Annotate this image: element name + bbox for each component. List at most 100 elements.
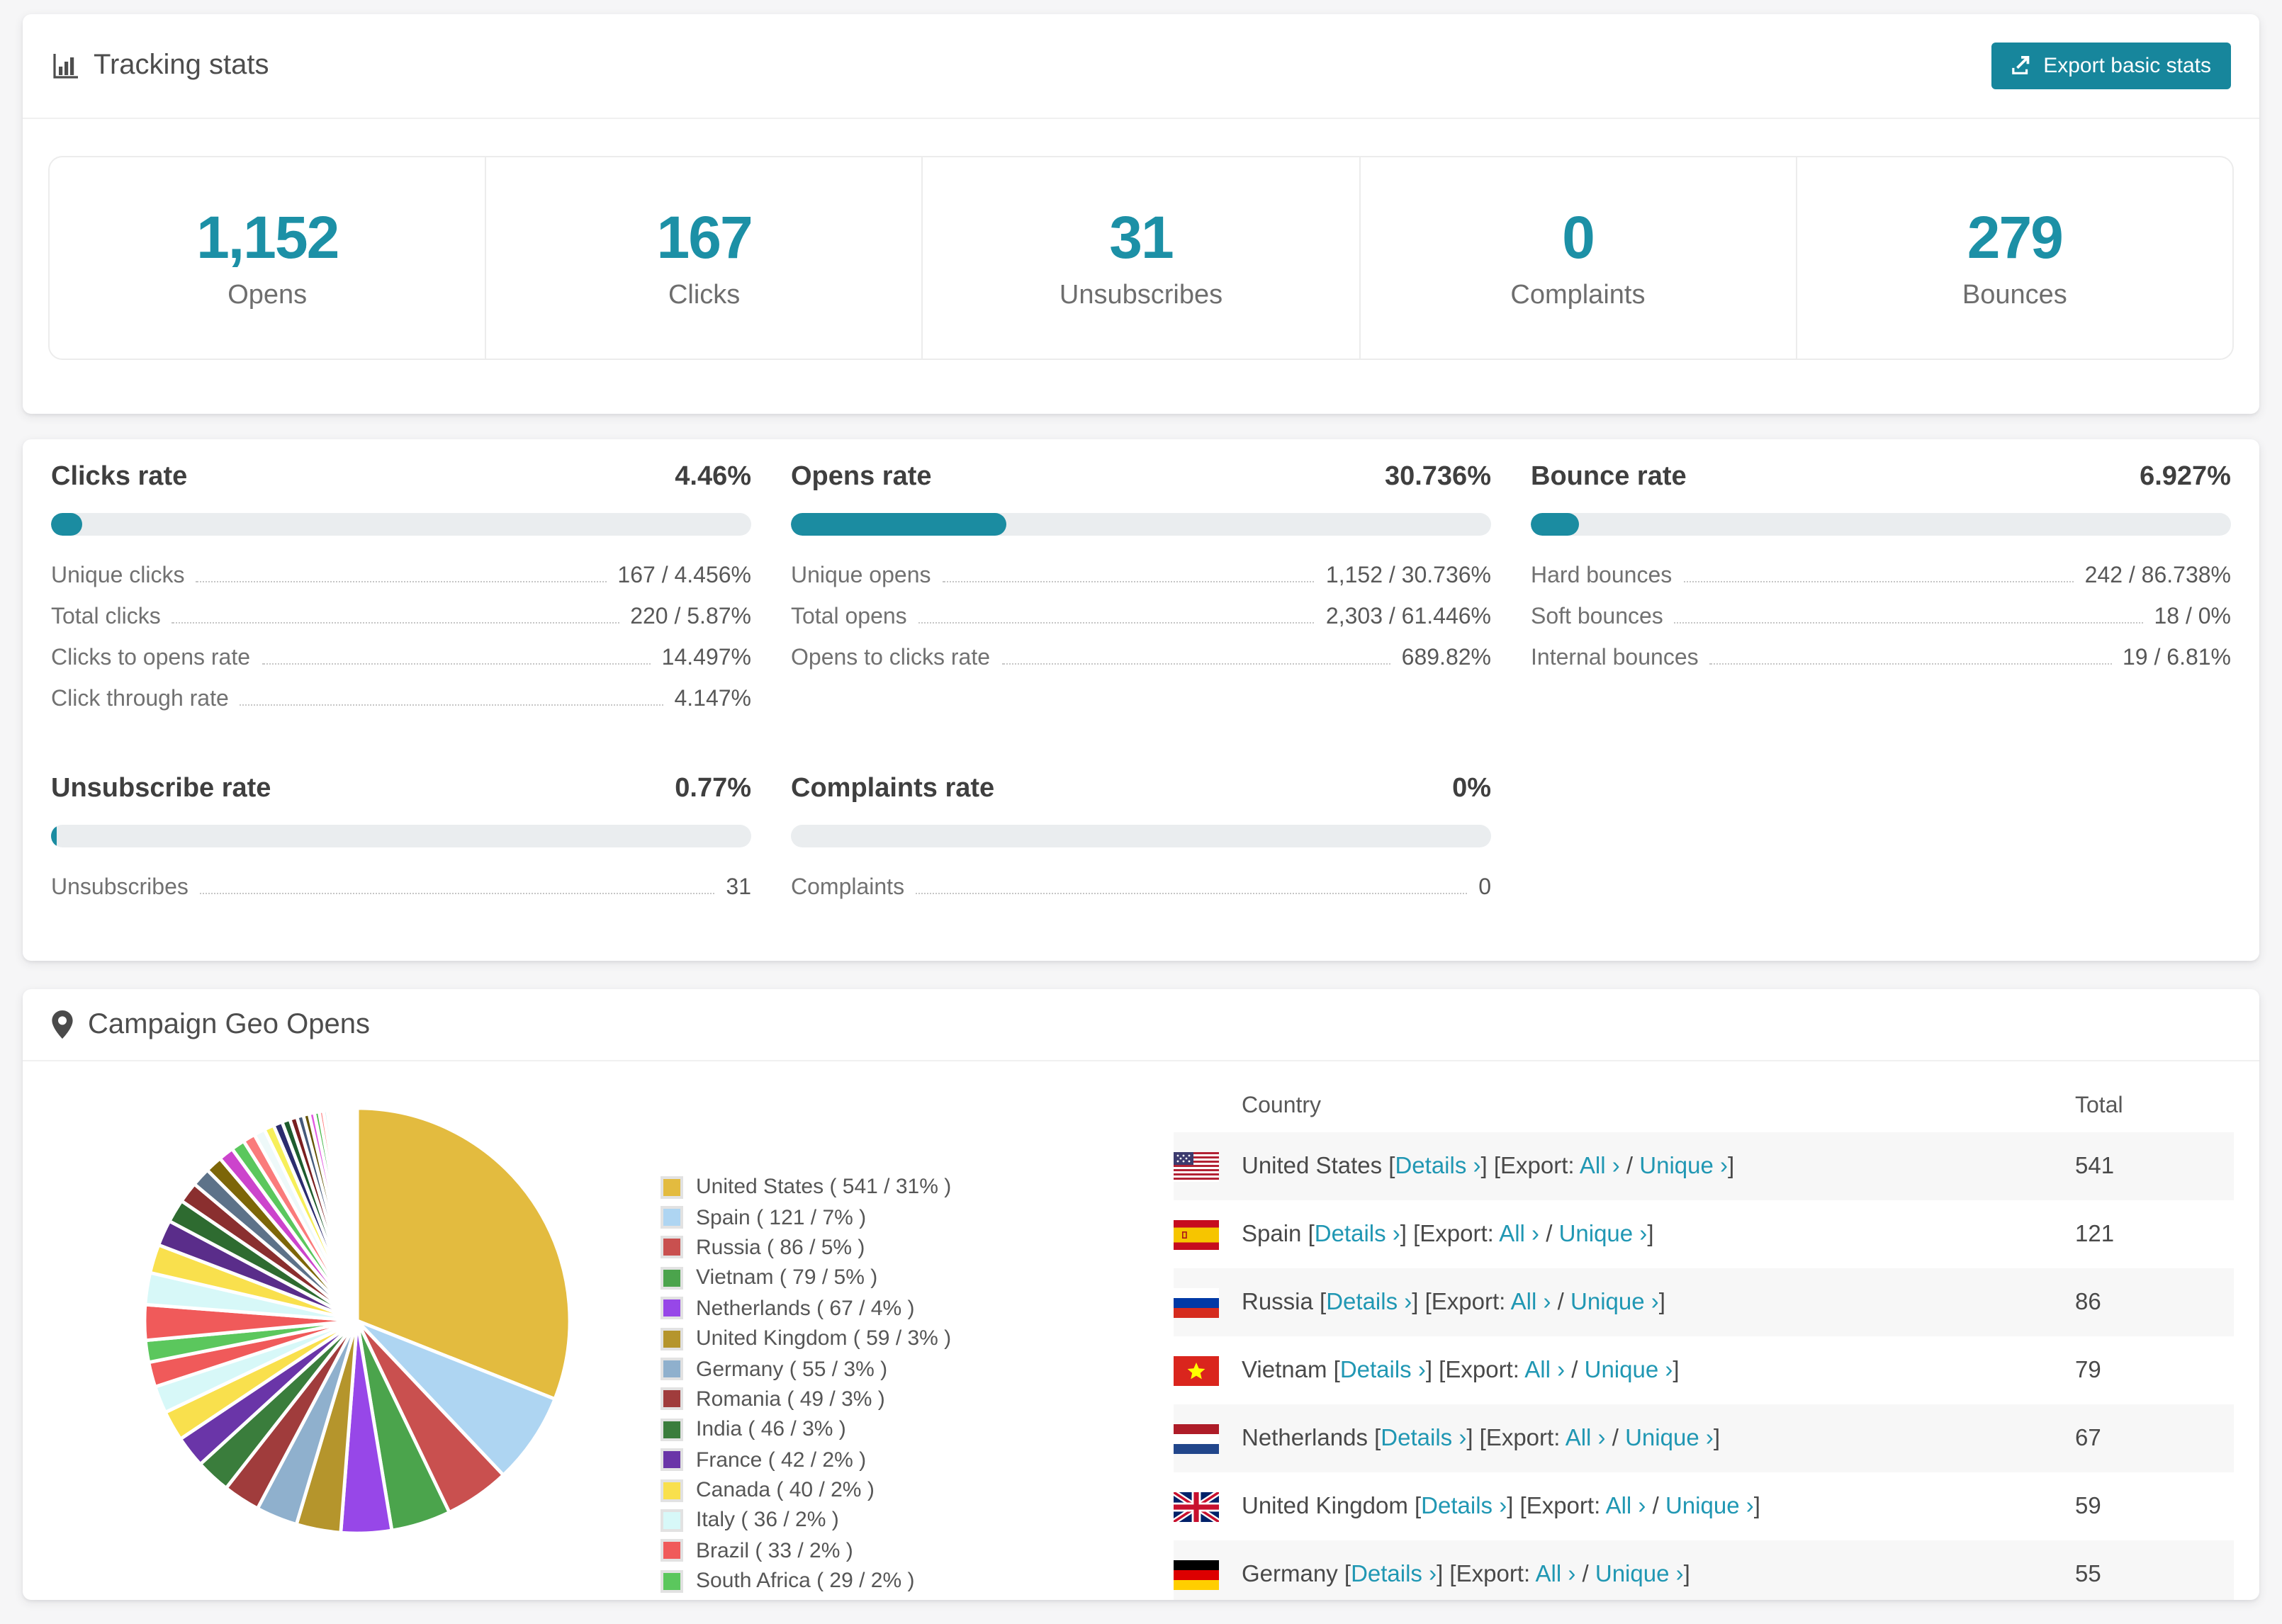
stat-cell-opens: 1,152 Opens bbox=[50, 157, 485, 359]
rate-head: Complaints rate 0% bbox=[791, 774, 1491, 805]
export-all-link[interactable]: All › bbox=[1535, 1561, 1576, 1586]
geo-row-total: 541 bbox=[2075, 1153, 2115, 1178]
geo-opens-pie-chart bbox=[142, 1106, 572, 1535]
rate-progress-track bbox=[51, 513, 751, 536]
rate-row-value: 18 / 0% bbox=[2154, 605, 2231, 629]
rate-row: Soft bounces 18 / 0% bbox=[1531, 605, 2231, 646]
export-unique-link[interactable]: Unique › bbox=[1558, 1221, 1648, 1246]
dotted-leader bbox=[942, 581, 1315, 582]
dotted-leader bbox=[240, 704, 663, 706]
export-unique-link[interactable]: Unique › bbox=[1584, 1357, 1673, 1382]
legend-label: South Africa ( 29 / 2% ) bbox=[696, 1569, 915, 1594]
legend-swatch bbox=[661, 1509, 683, 1532]
rate-row: Total opens 2,303 / 61.446% bbox=[791, 605, 1491, 646]
geo-table-header: Country Total bbox=[1174, 1081, 2234, 1132]
details-link[interactable]: Details › bbox=[1326, 1289, 1412, 1314]
stat-value: 0 bbox=[1562, 204, 1595, 271]
rate-title: Clicks rate bbox=[51, 462, 188, 492]
rate-progress-track bbox=[791, 825, 1491, 847]
export-unique-link[interactable]: Unique › bbox=[1639, 1153, 1729, 1178]
legend-label: United States ( 541 / 31% ) bbox=[696, 1175, 952, 1200]
stat-label: Complaints bbox=[1510, 281, 1646, 310]
pie-slice bbox=[355, 1106, 572, 1402]
export-unique-link[interactable]: Unique › bbox=[1570, 1289, 1659, 1314]
rate-row: Complaints 0 bbox=[791, 876, 1491, 917]
export-all-link[interactable]: All › bbox=[1499, 1221, 1540, 1246]
details-link[interactable]: Details › bbox=[1381, 1425, 1467, 1450]
legend-item-france: France ( 42 / 2% ) bbox=[661, 1445, 951, 1475]
stat-cell-clicks: 167 Clicks bbox=[485, 157, 921, 359]
geo-row-country: United States [Details ›] [Export: All ›… bbox=[1242, 1153, 1735, 1178]
details-link[interactable]: Details › bbox=[1351, 1561, 1437, 1586]
rate-row-label: Total opens bbox=[791, 605, 907, 629]
export-all-link[interactable]: All › bbox=[1510, 1289, 1551, 1314]
legend-label: Vietnam ( 79 / 5% ) bbox=[696, 1265, 878, 1290]
legend-item-russia: Russia ( 86 / 5% ) bbox=[661, 1233, 951, 1263]
rate-row: Click through rate 4.147% bbox=[51, 687, 751, 728]
rate-progress-fill bbox=[51, 825, 57, 847]
rate-progress-track bbox=[1531, 513, 2231, 536]
export-unique-link[interactable]: Unique › bbox=[1595, 1561, 1684, 1586]
legend-item-canada: Canada ( 40 / 2% ) bbox=[661, 1475, 951, 1506]
flag-icon-nl bbox=[1174, 1423, 1219, 1453]
dotted-leader bbox=[262, 663, 651, 665]
rate-title: Opens rate bbox=[791, 462, 932, 492]
dotted-leader bbox=[1674, 622, 2143, 624]
flag-icon-de bbox=[1174, 1560, 1219, 1589]
legend-item-vietnam: Vietnam ( 79 / 5% ) bbox=[661, 1263, 951, 1293]
export-unique-link[interactable]: Unique › bbox=[1665, 1493, 1754, 1518]
geo-table: Country Total United States [Details ›] … bbox=[1174, 1081, 2234, 1600]
export-all-link[interactable]: All › bbox=[1565, 1425, 1606, 1450]
stat-value: 31 bbox=[1109, 204, 1174, 271]
rate-value: 0% bbox=[1452, 774, 1491, 803]
details-link[interactable]: Details › bbox=[1421, 1493, 1507, 1518]
rate-row: Unsubscribes 31 bbox=[51, 876, 751, 917]
geo-row-total: 55 bbox=[2075, 1561, 2101, 1586]
geo-row-country: Netherlands [Details ›] [Export: All › /… bbox=[1242, 1425, 1721, 1450]
export-basic-stats-button[interactable]: Export basic stats bbox=[1991, 43, 2231, 89]
rate-block-clicks: Clicks rate 4.46% Unique clicks 167 / 4.… bbox=[51, 462, 751, 728]
tracking-stats-header: Tracking stats Export basic stats bbox=[23, 14, 2259, 119]
rate-row-value: 31 bbox=[726, 876, 751, 900]
pie-slice bbox=[356, 1319, 558, 1478]
export-all-link[interactable]: All › bbox=[1605, 1493, 1646, 1518]
legend-label: Canada ( 40 / 2% ) bbox=[696, 1478, 875, 1503]
rate-value: 0.77% bbox=[675, 774, 751, 803]
rate-progress-fill bbox=[1531, 513, 1580, 536]
legend-item-south-africa: South Africa ( 29 / 2% ) bbox=[661, 1566, 951, 1596]
flag-icon-us bbox=[1174, 1151, 1219, 1181]
legend-swatch bbox=[661, 1236, 683, 1259]
geo-content: United States ( 541 / 31% ) Spain ( 121 … bbox=[23, 1061, 2259, 1600]
stat-cell-complaints: 0 Complaints bbox=[1359, 157, 1795, 359]
rate-row-value: 2,303 / 61.446% bbox=[1325, 605, 1491, 629]
details-link[interactable]: Details › bbox=[1339, 1357, 1426, 1382]
details-link[interactable]: Details › bbox=[1395, 1153, 1481, 1178]
geo-table-row-gb: United Kingdom [Details ›] [Export: All … bbox=[1174, 1472, 2234, 1540]
dotted-leader bbox=[1683, 581, 2074, 582]
legend-label: Romania ( 49 / 3% ) bbox=[696, 1387, 885, 1411]
legend-swatch bbox=[661, 1539, 683, 1562]
legend-label: Spain ( 121 / 7% ) bbox=[696, 1205, 867, 1230]
export-all-link[interactable]: All › bbox=[1524, 1357, 1566, 1382]
export-button-label: Export basic stats bbox=[2043, 54, 2211, 78]
legend-item-brazil: Brazil ( 33 / 2% ) bbox=[661, 1535, 951, 1566]
dotted-leader bbox=[916, 893, 1468, 894]
export-all-link[interactable]: All › bbox=[1579, 1153, 1620, 1178]
rates-card: Clicks rate 4.46% Unique clicks 167 / 4.… bbox=[23, 439, 2259, 961]
stat-value: 1,152 bbox=[196, 204, 339, 271]
export-unique-link[interactable]: Unique › bbox=[1625, 1425, 1714, 1450]
legend-swatch bbox=[661, 1297, 683, 1320]
legend-label: Germany ( 55 / 3% ) bbox=[696, 1357, 888, 1382]
rate-rows: Unsubscribes 31 bbox=[51, 876, 751, 917]
rate-row-value: 220 / 5.87% bbox=[630, 605, 751, 629]
rate-head: Clicks rate 4.46% bbox=[51, 462, 751, 493]
rate-progress-track bbox=[791, 513, 1491, 536]
rate-head: Unsubscribe rate 0.77% bbox=[51, 774, 751, 805]
stat-label: Opens bbox=[227, 281, 308, 310]
rate-row: Internal bounces 19 / 6.81% bbox=[1531, 646, 2231, 687]
details-link[interactable]: Details › bbox=[1314, 1221, 1400, 1246]
dotted-leader bbox=[199, 893, 715, 894]
geo-table-row-ru: Russia [Details ›] [Export: All › / Uniq… bbox=[1174, 1268, 2234, 1336]
geo-table-row-vn: Vietnam [Details ›] [Export: All › / Uni… bbox=[1174, 1336, 2234, 1404]
